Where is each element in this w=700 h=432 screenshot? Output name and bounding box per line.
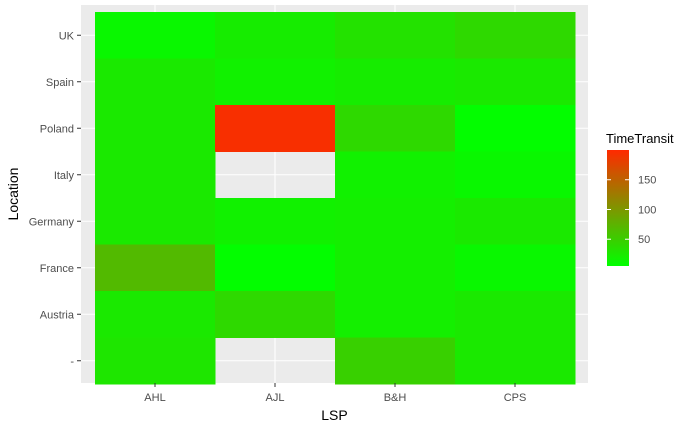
x-tick-label: AHL <box>144 392 165 404</box>
heatmap-cell <box>455 151 576 199</box>
heatmap-cell <box>335 58 456 106</box>
y-axis: - Austria France Germany Italy Poland Spain UK <box>29 30 81 368</box>
x-tick-label: CPS <box>504 392 527 404</box>
heatmap-cell <box>215 105 336 152</box>
heatmap-cell <box>455 291 576 338</box>
heatmap-cell <box>95 58 216 106</box>
heatmap-cell <box>95 12 216 59</box>
heatmap-cell <box>335 105 456 152</box>
y-tick-label: - <box>70 356 74 368</box>
y-tick-label: Austria <box>40 309 75 321</box>
x-axis-title: LSP <box>321 407 347 423</box>
heatmap-cell <box>455 337 576 385</box>
legend-colorbar <box>607 150 629 266</box>
y-tick-label: Poland <box>40 123 74 135</box>
heatmap-cell <box>335 151 456 199</box>
legend-tick-label: 50 <box>638 234 650 246</box>
y-tick-label: Italy <box>54 170 75 182</box>
heatmap-cell <box>95 244 216 292</box>
y-tick-label: Spain <box>46 77 74 89</box>
legend-tick-label: 100 <box>638 204 656 216</box>
heatmap-cell <box>455 12 576 59</box>
heatmap-cell <box>335 291 456 338</box>
heatmap-cell <box>455 58 576 106</box>
y-tick-label: France <box>40 263 74 275</box>
y-axis-title: Location <box>5 168 21 221</box>
heatmap-cell <box>95 198 216 245</box>
heatmap-cell <box>455 244 576 292</box>
heatmap-cell <box>215 198 336 245</box>
heatmap-cell <box>455 105 576 152</box>
x-axis: AHL AJL B&H CPS <box>144 383 526 404</box>
legend: TimeTransit 50 100 150 <box>606 131 674 266</box>
heatmap-cell <box>335 12 456 59</box>
y-tick-label: Germany <box>29 216 75 228</box>
heatmap-cell <box>215 12 336 59</box>
legend-ticks: 50 100 150 <box>607 175 656 246</box>
y-tick-label: UK <box>59 30 75 42</box>
heatmap-cell <box>95 151 216 199</box>
heatmap-cells <box>95 12 576 385</box>
legend-title: TimeTransit <box>606 131 674 146</box>
heatmap-cell <box>95 337 216 385</box>
legend-tick-label: 150 <box>638 175 656 187</box>
heatmap-cell <box>95 105 216 152</box>
heatmap-cell <box>95 291 216 338</box>
x-tick-label: AJL <box>266 392 285 404</box>
heatmap-cell <box>335 198 456 245</box>
heatmap-cell <box>335 337 456 385</box>
heatmap-cell <box>335 244 456 292</box>
heatmap-cell <box>215 291 336 338</box>
heatmap-cell <box>215 58 336 106</box>
x-tick-label: B&H <box>384 392 407 404</box>
heatmap-cell <box>455 198 576 245</box>
heatmap-cell <box>215 244 336 292</box>
